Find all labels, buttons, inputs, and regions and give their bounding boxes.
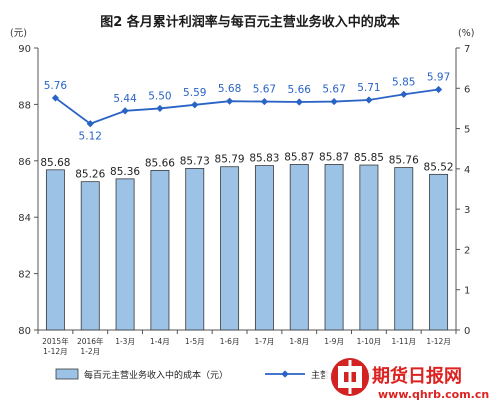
bar — [115, 178, 135, 331]
right-axis-unit: (%) — [458, 28, 474, 39]
bar — [394, 167, 414, 331]
line-value-label: 5.67 — [322, 84, 345, 96]
line-point — [86, 120, 94, 128]
line-point — [51, 94, 60, 102]
x-tick-label: 1-11月 — [391, 337, 416, 346]
right-tick-label: 3 — [464, 205, 470, 216]
bar — [45, 169, 65, 331]
left-axis-unit: (元) — [10, 28, 27, 39]
legend-bar-swatch — [55, 368, 79, 380]
bar-value-label: 85.76 — [389, 155, 419, 167]
left-tick-label: 80 — [18, 326, 31, 337]
line-series — [54, 88, 439, 125]
x-tick-label: 1-3月 — [115, 337, 135, 346]
watermark-logo-text: 期货日报网 — [372, 365, 462, 387]
left-tick-label: 90 — [18, 44, 31, 55]
right-tick-label: 5 — [464, 125, 470, 136]
line-point — [191, 101, 199, 109]
watermark-logo-glyph — [338, 366, 362, 388]
bar — [185, 168, 205, 331]
bar-value-label: 85.36 — [110, 166, 140, 178]
bar-value-label: 85.83 — [249, 153, 279, 165]
bar-value-label: 85.68 — [40, 157, 70, 169]
line-point — [400, 90, 408, 98]
bar — [254, 165, 274, 331]
right-tick-label: 1 — [464, 286, 470, 297]
line-point — [295, 98, 303, 106]
right-tick-label: 2 — [464, 245, 470, 256]
bar — [150, 169, 170, 331]
legend-bar-label: 每百元主营业务收入中的成本（元） — [84, 369, 228, 381]
bar-value-label: 85.79 — [215, 154, 245, 166]
left-tick-label: 86 — [18, 157, 31, 168]
bar-value-label: 85.87 — [319, 151, 349, 163]
line-value-label: 5.71 — [357, 82, 380, 94]
plot-area: 808284868890012345672015年1-12月2016年1-2月1… — [18, 44, 470, 356]
x-tick-label: 2015年 — [42, 336, 69, 346]
left-tick-label: 82 — [18, 270, 31, 281]
right-tick-label: 7 — [464, 44, 470, 55]
line-point — [225, 97, 234, 105]
line-value-label: 5.59 — [183, 87, 206, 99]
line-value-label: 5.68 — [218, 83, 241, 95]
line-point — [121, 107, 129, 115]
right-tick-label: 0 — [464, 326, 470, 337]
line-point — [330, 97, 338, 106]
right-tick-label: 6 — [464, 84, 470, 95]
line-point — [434, 85, 443, 94]
x-tick-label: 1-10月 — [357, 337, 382, 346]
line-value-label: 5.50 — [148, 90, 171, 102]
x-tick-label: 1-9月 — [324, 337, 344, 346]
line-point — [260, 97, 269, 106]
bar-value-label: 85.66 — [145, 157, 175, 169]
x-tick-label: 1-12月 — [43, 347, 68, 356]
x-tick-label: 1-6月 — [220, 337, 240, 346]
left-tick-label: 84 — [18, 213, 31, 224]
watermark-url: www.qhrb.com.cn — [378, 388, 489, 401]
bar — [429, 173, 449, 331]
line-point — [156, 104, 164, 113]
bar — [220, 166, 240, 331]
line-value-label: 5.76 — [44, 80, 68, 92]
line-value-label: 5.66 — [288, 84, 312, 96]
x-tick-label: 1-7月 — [255, 337, 275, 346]
x-tick-label: 1-4月 — [150, 337, 170, 346]
x-tick-label: 1-2月 — [80, 347, 100, 356]
bar-value-label: 85.52 — [424, 161, 454, 173]
chart-title: 图2 各月累计利润率与每百元主营业务收入中的成本 — [100, 14, 400, 30]
x-tick-label: 1-5月 — [185, 337, 205, 346]
x-tick-label: 2016年 — [77, 336, 104, 346]
line-value-label: 5.85 — [392, 76, 415, 88]
bar-value-label: 85.85 — [354, 152, 384, 164]
right-tick-label: 4 — [464, 165, 470, 176]
bar-value-label: 85.87 — [284, 151, 314, 163]
x-tick-label: 1-12月 — [426, 337, 451, 346]
bar — [324, 164, 344, 331]
x-tick-label: 1-8月 — [289, 337, 309, 346]
bar — [80, 181, 100, 331]
bar-value-label: 85.73 — [180, 155, 210, 167]
legend-line-marker — [281, 370, 289, 378]
bar — [289, 164, 309, 331]
line-value-label: 5.67 — [253, 84, 276, 96]
line-value-label: 5.12 — [79, 131, 102, 143]
bar — [359, 164, 379, 331]
line-value-label: 5.97 — [427, 71, 450, 83]
left-tick-label: 88 — [18, 100, 31, 111]
line-point — [365, 96, 373, 104]
line-value-label: 5.44 — [113, 93, 137, 105]
bar-value-label: 85.26 — [75, 169, 105, 181]
